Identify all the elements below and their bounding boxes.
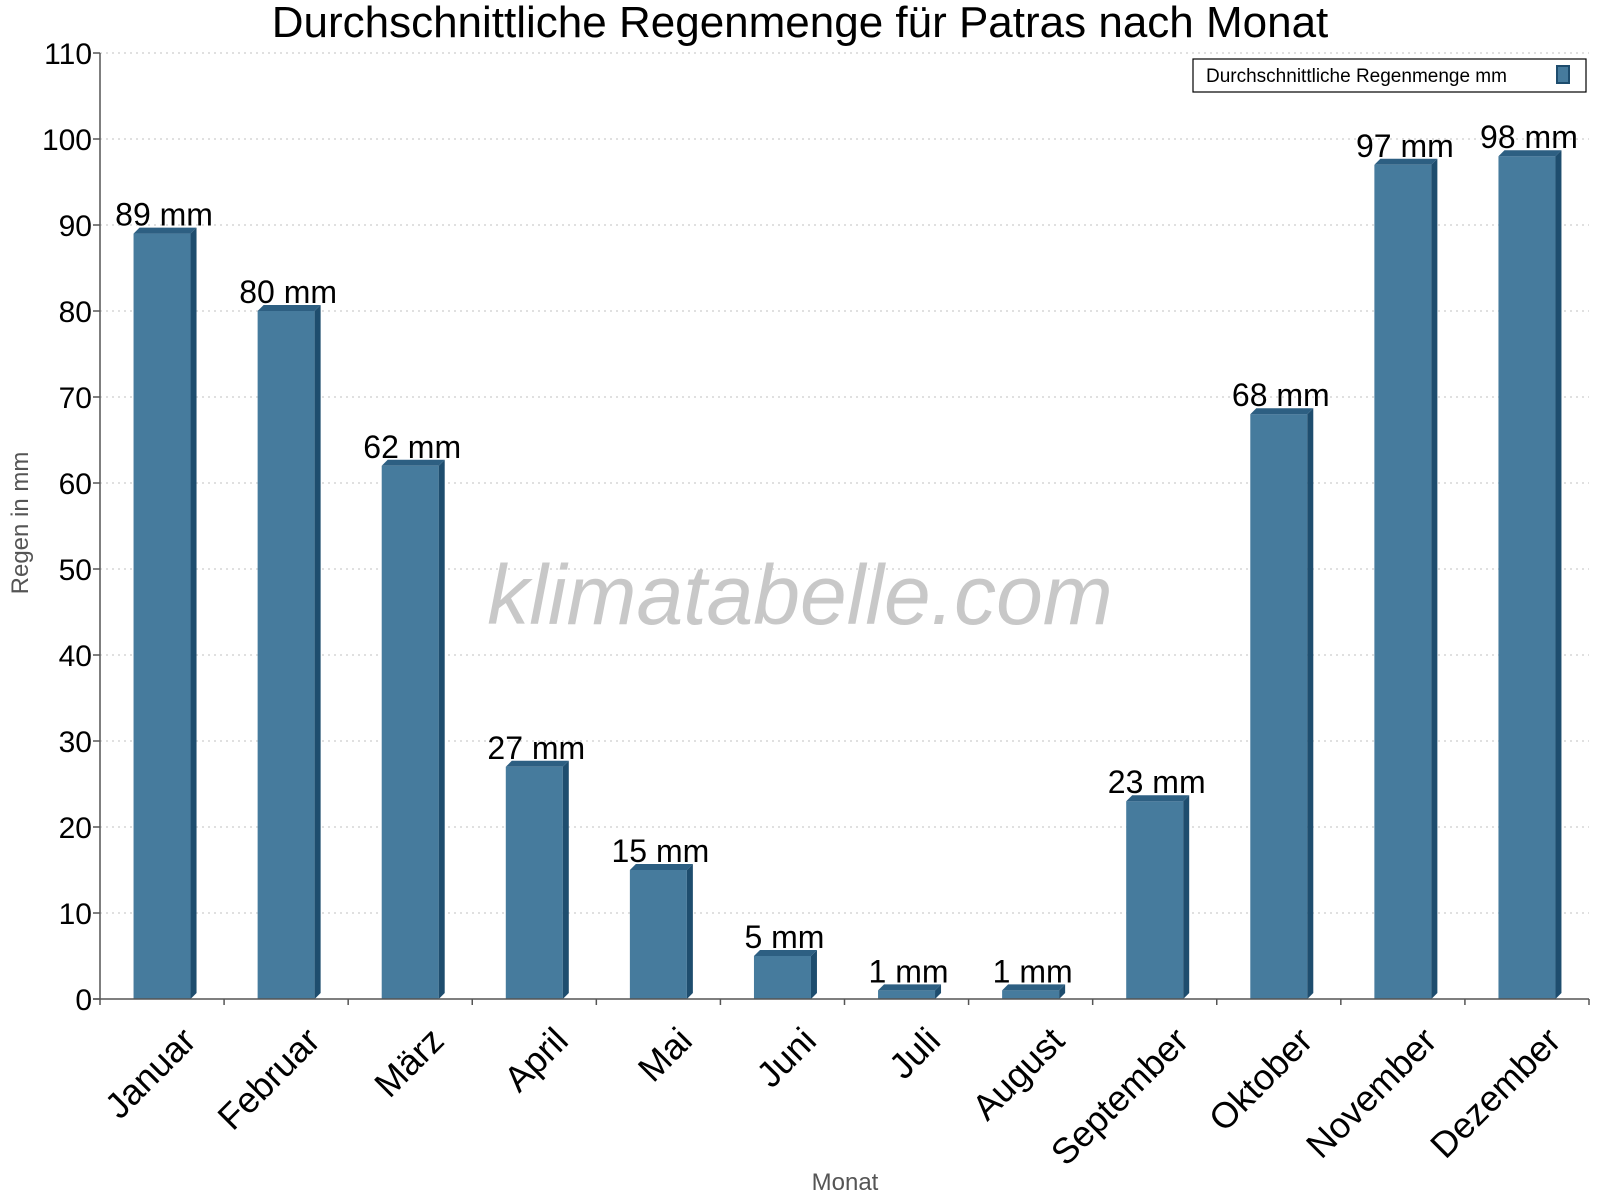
data-label: 1 mm bbox=[993, 953, 1073, 989]
y-tick-label: 10 bbox=[59, 898, 92, 931]
y-tick-label: 30 bbox=[59, 726, 92, 759]
data-labels: 89 mm 80 mm 62 mm 27 mm 15 mm 5 mm 1 mm 1 mm 23 … bbox=[115, 119, 1578, 989]
bar-front bbox=[878, 990, 936, 999]
y-tick-label: 50 bbox=[59, 554, 92, 587]
axes bbox=[93, 52, 1590, 1005]
y-tick-label: 70 bbox=[59, 382, 92, 415]
bar-top bbox=[505, 760, 569, 767]
bar-side bbox=[1307, 408, 1314, 999]
bar-top bbox=[1126, 795, 1190, 802]
bar-top bbox=[1250, 408, 1314, 415]
y-tick-label: 0 bbox=[75, 984, 92, 1017]
legend-box bbox=[1192, 58, 1587, 93]
bar-side bbox=[935, 984, 942, 999]
bar bbox=[133, 227, 197, 1000]
bar bbox=[878, 984, 942, 999]
bar bbox=[1374, 158, 1438, 1000]
legend-label: Durchschnittliche Regenmenge mm bbox=[1206, 66, 1507, 87]
bar-front bbox=[505, 766, 563, 999]
y-tick-label: 90 bbox=[59, 210, 92, 243]
bar bbox=[505, 760, 569, 999]
data-label: 1 mm bbox=[869, 953, 949, 989]
x-tick-label: Februar bbox=[209, 1019, 327, 1137]
bar-side bbox=[1059, 984, 1066, 999]
bar-top bbox=[1002, 984, 1066, 991]
data-label: 80 mm bbox=[239, 274, 337, 310]
bar-top bbox=[753, 950, 817, 956]
grid-lines bbox=[100, 52, 1589, 914]
bar-side bbox=[1555, 150, 1562, 999]
x-axis-label: Monat bbox=[812, 1169, 879, 1196]
bar bbox=[1126, 795, 1190, 999]
y-tick-label: 40 bbox=[59, 640, 92, 673]
bar-front bbox=[753, 956, 811, 999]
bar-side bbox=[686, 864, 693, 999]
x-tick-labels: Januar Februar März April Mai Juni Juli AugustS… bbox=[97, 1019, 1569, 1173]
bar-top bbox=[133, 227, 197, 234]
y-tick-label: 110 bbox=[44, 38, 92, 71]
bar-side bbox=[438, 459, 445, 999]
bar-top bbox=[257, 305, 321, 311]
legend: Durchschnittliche Regenmenge mm bbox=[1192, 58, 1587, 93]
bar-front bbox=[133, 233, 191, 1000]
data-label: 62 mm bbox=[363, 429, 461, 465]
data-label: 5 mm bbox=[744, 919, 824, 955]
y-axis-label: Regen in mm bbox=[7, 452, 34, 595]
bar bbox=[753, 950, 817, 999]
x-tick-label: November bbox=[1298, 1019, 1444, 1165]
bar-side bbox=[562, 760, 569, 999]
bar-top bbox=[878, 984, 942, 991]
bar bbox=[1002, 984, 1066, 999]
x-tick-label: Mai bbox=[630, 1019, 700, 1089]
x-tick-label: Juli bbox=[881, 1019, 948, 1086]
bars-group bbox=[133, 150, 1562, 1000]
bar-front bbox=[629, 870, 687, 999]
bar-front bbox=[1250, 414, 1308, 999]
y-tick-label: 60 bbox=[59, 468, 92, 501]
data-label: 15 mm bbox=[611, 833, 709, 869]
x-tick-label: August bbox=[964, 1019, 1072, 1127]
y-tick-label: 80 bbox=[59, 296, 92, 329]
x-tick-label: Oktober bbox=[1201, 1019, 1321, 1139]
bar-side bbox=[1183, 795, 1190, 999]
bar-side bbox=[1431, 158, 1438, 1000]
data-label: 97 mm bbox=[1356, 128, 1454, 164]
bar-top bbox=[629, 864, 693, 870]
chart-title: Durchschnittliche Regenmenge für Patras … bbox=[272, 0, 1329, 47]
x-tick-label: Juni bbox=[748, 1019, 824, 1095]
x-tick-label: Dezember bbox=[1422, 1019, 1568, 1165]
bar-side bbox=[810, 950, 817, 999]
bar-front bbox=[1002, 990, 1060, 999]
data-label: 23 mm bbox=[1108, 764, 1206, 800]
x-tick-label: Januar bbox=[97, 1019, 204, 1126]
data-label: 27 mm bbox=[487, 730, 585, 766]
bar bbox=[629, 864, 693, 999]
bar-side bbox=[190, 227, 197, 1000]
x-tick-label: April bbox=[496, 1019, 576, 1099]
bar-front bbox=[257, 311, 315, 999]
watermark: klimatabelle.com bbox=[487, 548, 1113, 642]
x-tick-label: März bbox=[366, 1019, 452, 1105]
bar-front bbox=[1126, 801, 1184, 999]
bar-front bbox=[381, 465, 439, 999]
bar-top bbox=[1374, 158, 1438, 165]
bar-top bbox=[381, 459, 445, 466]
bar bbox=[1498, 150, 1562, 999]
bar-top bbox=[1498, 150, 1562, 157]
data-label: 89 mm bbox=[115, 197, 213, 233]
bar-side bbox=[314, 305, 321, 999]
bar-front bbox=[1374, 164, 1432, 1000]
y-tick-labels: 0 10 20 30 40 50 60 70 80 90 100 110 bbox=[42, 38, 92, 1017]
y-tick-label: 100 bbox=[42, 124, 92, 157]
data-label: 68 mm bbox=[1232, 377, 1330, 413]
legend-swatch bbox=[1556, 65, 1570, 84]
y-tick-label: 20 bbox=[59, 812, 92, 845]
bar bbox=[257, 305, 321, 999]
data-label: 98 mm bbox=[1480, 119, 1578, 155]
bar bbox=[381, 459, 445, 999]
bar-front bbox=[1498, 156, 1556, 999]
bar bbox=[1250, 408, 1314, 999]
